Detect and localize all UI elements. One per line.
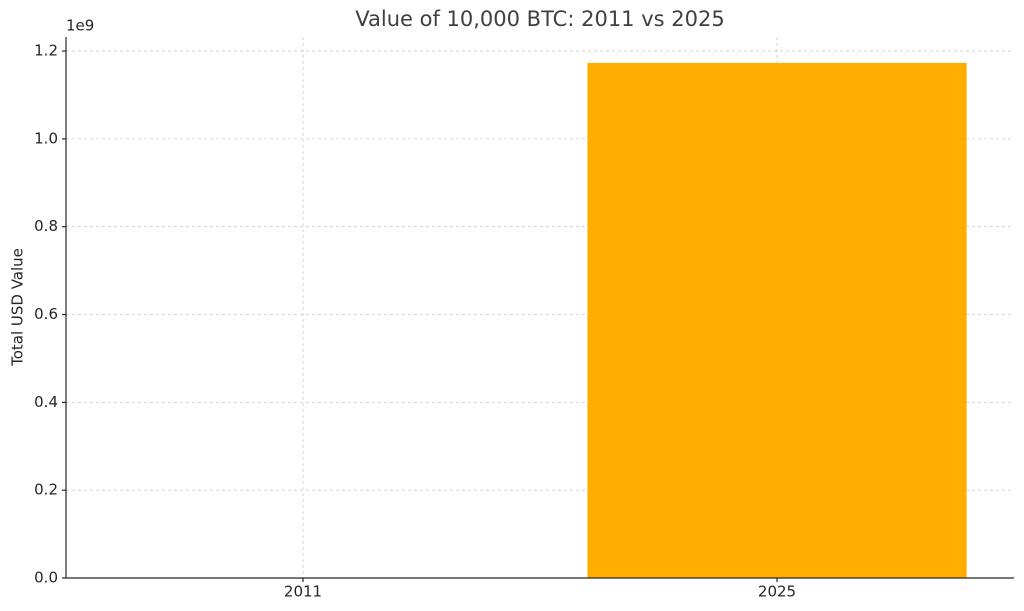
bar — [587, 62, 967, 579]
x-tick-label: 2025 — [758, 583, 796, 601]
y-tick-label: 0.4 — [34, 393, 58, 411]
y-offset-label: 1e9 — [66, 17, 94, 35]
y-tick-label: 0.2 — [34, 481, 58, 499]
y-tick-label: 0.0 — [34, 569, 58, 587]
y-tick-label: 1.2 — [34, 42, 58, 60]
y-axis-label: Total USD Value — [9, 248, 27, 367]
chart-title: Value of 10,000 BTC: 2011 vs 2025 — [355, 7, 724, 31]
y-tick-label: 1.0 — [34, 129, 58, 147]
y-tick-label: 0.8 — [34, 217, 58, 235]
x-tick-label: 2011 — [284, 583, 322, 601]
y-tick-label: 0.6 — [34, 305, 58, 323]
